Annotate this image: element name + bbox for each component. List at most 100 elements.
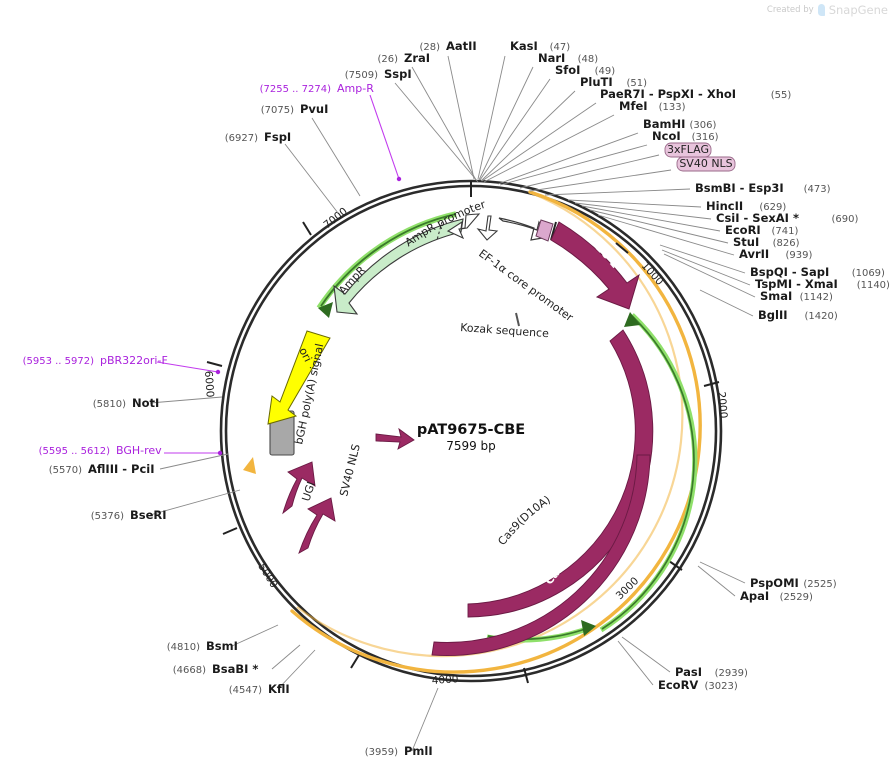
enzyme-label[interactable]: HincII (629)	[706, 199, 786, 213]
enzyme-label[interactable]: BsmBI - Esp3I (473)	[695, 181, 831, 195]
enzyme-position: (4547)	[229, 685, 262, 696]
enzyme-position: (1142)	[800, 292, 833, 303]
enzyme-position: (48)	[578, 54, 599, 65]
enzyme-label[interactable]: TspMI - XmaI (1140)	[755, 277, 890, 291]
enzyme-label[interactable]: ApaI (2529)	[740, 589, 813, 603]
enzyme-position: (28)	[419, 42, 440, 53]
feature-label-ef1a-core-promoter: EF-1α core promoter	[476, 247, 576, 324]
enzyme-label[interactable]: PspOMI (2525)	[750, 576, 837, 590]
enzyme-label[interactable]: (3959) PmlI	[365, 744, 433, 758]
enzyme-name: MfeI	[619, 99, 648, 113]
enzyme-label[interactable]: BspQI - SapI (1069)	[750, 265, 885, 279]
enzyme-position: (5376)	[91, 511, 124, 522]
enzyme-label[interactable]: KasI (47)	[510, 39, 570, 53]
enzyme-name: BsmI	[206, 639, 238, 653]
enzyme-label[interactable]: SfoI (49)	[555, 63, 615, 77]
enzyme-label[interactable]: NcoI (316)	[652, 129, 719, 143]
enzyme-position: (629)	[759, 202, 786, 213]
enzyme-position: (47)	[550, 42, 571, 53]
primer-label[interactable]: (5595 .. 5612) BGH-rev	[39, 444, 163, 457]
enzyme-leader-line	[481, 102, 597, 182]
enzyme-label[interactable]: (4668) BsaBI *	[173, 662, 259, 676]
enzyme-leader-line	[661, 249, 751, 286]
watermark-brand: SnapGene	[828, 3, 888, 17]
enzyme-label[interactable]: (6927) FspI	[225, 130, 291, 144]
primer-leader-line	[369, 94, 400, 180]
enzyme-label[interactable]: (28) AatII	[419, 39, 476, 53]
enzyme-name: PasI	[675, 665, 702, 679]
primer-label[interactable]: (5953 .. 5972) pBR322ori-F	[23, 354, 168, 367]
enzyme-leader-line	[271, 644, 301, 670]
enzyme-position: (1069)	[852, 268, 885, 279]
enzyme-label[interactable]: PasI (2939)	[675, 665, 748, 679]
feature-label-cas9-d10a: Cas9(D10A)	[495, 493, 552, 548]
enzyme-leader-line	[231, 624, 279, 647]
primer-label[interactable]: (7255 .. 7274) Amp-R	[260, 82, 375, 95]
axis-tick-label: 4000	[431, 673, 459, 687]
enzyme-label[interactable]: (26) ZraI	[377, 51, 430, 65]
primer-range: (5953 .. 5972)	[23, 356, 95, 367]
enzyme-label[interactable]: (7075) PvuI	[261, 102, 329, 116]
enzyme-name: BspQI - SapI	[750, 265, 829, 279]
primer-range: (5595 .. 5612)	[39, 446, 111, 457]
enzyme-leader-line	[597, 214, 735, 256]
enzyme-name: PluTI	[580, 75, 613, 89]
enzyme-name: AvrII	[739, 247, 769, 261]
primer-marker	[396, 176, 402, 182]
badge-leader-line	[519, 154, 660, 189]
enzyme-name: ApaI	[740, 589, 769, 603]
enzyme-label[interactable]: PluTI (51)	[580, 75, 647, 89]
enzyme-name: PaeR7I - PspXI - XhoI	[600, 87, 736, 101]
enzyme-label[interactable]: CsiI - SexAI * (690)	[716, 211, 858, 225]
enzyme-leader-line	[621, 636, 671, 673]
enzyme-name: SmaI	[760, 289, 792, 303]
enzyme-leader-line	[479, 78, 551, 181]
enzyme-leader-line	[699, 289, 754, 317]
enzyme-label[interactable]: BamHI (306)	[643, 117, 716, 131]
feature-badge[interactable]: SV40 NLS	[676, 156, 736, 172]
enzyme-label[interactable]: BglII (1420)	[758, 308, 838, 322]
enzyme-label[interactable]: (4547) KflI	[229, 682, 290, 696]
enzyme-leader-line	[544, 188, 691, 196]
plasmid-name: pAT9675-CBE	[417, 422, 525, 438]
enzyme-name: HincII	[706, 199, 743, 213]
enzyme-name: BsaBI *	[212, 662, 258, 676]
enzyme-label[interactable]: PaeR7I - PspXI - XhoI (55)	[600, 87, 791, 101]
enzyme-name: BsmBI - Esp3I	[695, 181, 784, 195]
enzyme-leader-line	[411, 66, 477, 181]
enzyme-name: PmlI	[404, 744, 433, 758]
primer-name: Amp-R	[337, 82, 374, 95]
feature-badge[interactable]: 3xFLAG	[664, 142, 712, 158]
enzyme-leader-line	[663, 253, 756, 298]
enzyme-label[interactable]: (7509) SspI	[345, 67, 412, 81]
enzyme-name: PspOMI	[750, 576, 799, 590]
enzyme-position: (690)	[832, 214, 859, 225]
enzyme-position: (26)	[377, 54, 398, 65]
enzyme-label[interactable]: (5810) NotI	[93, 396, 160, 410]
enzyme-position: (1420)	[805, 311, 838, 322]
enzyme-position: (133)	[659, 102, 686, 113]
enzyme-label[interactable]: AvrII (939)	[739, 247, 812, 261]
enzyme-label[interactable]: (5376) BseRI	[91, 508, 167, 522]
enzyme-position: (2529)	[780, 592, 813, 603]
enzyme-position: (5810)	[93, 399, 126, 410]
enzyme-leader-line	[659, 244, 746, 274]
enzyme-name: SfoI	[555, 63, 580, 77]
badge-pill	[676, 156, 736, 172]
enzyme-position: (939)	[786, 250, 813, 261]
enzyme-label[interactable]: SmaI (1142)	[760, 289, 833, 303]
enzyme-name: FspI	[264, 130, 291, 144]
enzyme-label[interactable]: EcoRV (3023)	[658, 678, 738, 692]
enzyme-position: (826)	[773, 238, 800, 249]
enzyme-label[interactable]: (4810) BsmI	[167, 639, 238, 653]
enzyme-label[interactable]: NarI (48)	[538, 51, 598, 65]
enzyme-name: KflI	[268, 682, 290, 696]
enzyme-label[interactable]: EcoRI (741)	[725, 223, 798, 237]
feature-label-sv40-nls-inner: SV40 NLS	[337, 443, 363, 498]
enzyme-label[interactable]: StuI (826)	[733, 235, 800, 249]
enzyme-label[interactable]: MfeI (133)	[619, 99, 686, 113]
badge-label: 3xFLAG	[667, 143, 709, 156]
enzyme-leader-line	[411, 687, 439, 752]
enzyme-label[interactable]: (5570) AflIII - PciI	[49, 462, 155, 476]
